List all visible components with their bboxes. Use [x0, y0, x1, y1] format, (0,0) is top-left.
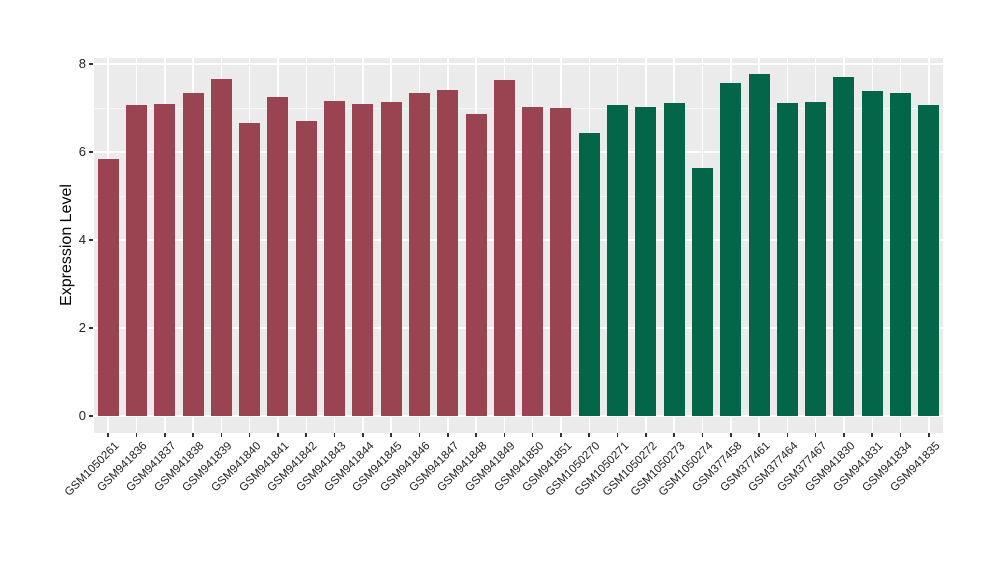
x-axis-tick-mark [163, 433, 166, 437]
bar-GSM941837 [154, 103, 176, 416]
x-axis-tick-mark [843, 433, 845, 437]
minor-gridline [94, 371, 943, 373]
bar-GSM941845 [380, 102, 402, 416]
x-axis-tick-mark [814, 433, 817, 437]
y-tick-label: 2 [78, 320, 86, 335]
x-axis-tick-mark [135, 433, 138, 437]
y-tick-label: 0 [78, 408, 86, 423]
bar-GSM941836 [125, 104, 147, 416]
x-axis-tick-mark [220, 433, 223, 437]
x-axis-tick-mark [390, 433, 392, 437]
bar-GSM941834 [890, 93, 912, 416]
x-axis-tick-mark [305, 433, 308, 437]
bar-GSM941850 [522, 107, 544, 416]
bar-GSM941844 [352, 103, 374, 416]
bar-GSM1050261 [97, 158, 119, 416]
bar-GSM941847 [437, 90, 459, 416]
bar-GSM941840 [239, 123, 261, 416]
y-axis-tick-mark [89, 415, 93, 417]
y-tick-label: 4 [78, 232, 86, 247]
bar-GSM941830 [833, 77, 855, 416]
x-axis-tick-mark [645, 433, 647, 437]
minor-gridline [94, 283, 943, 285]
x-axis-tick-mark [531, 433, 534, 437]
bar-GSM941842 [295, 121, 317, 416]
x-axis-tick-mark [192, 433, 194, 437]
major-gridline [94, 415, 943, 417]
bar-GSM941838 [182, 93, 204, 416]
minor-gridline [94, 195, 943, 197]
x-axis-tick-mark [786, 433, 789, 437]
bar-GSM941846 [408, 93, 430, 416]
x-axis-tick-mark [871, 433, 874, 437]
x-axis-tick-mark [503, 433, 506, 437]
x-axis-tick-mark [616, 433, 619, 437]
x-axis-tick-mark [418, 433, 421, 437]
y-axis-tick-mark [89, 63, 93, 65]
bar-GSM1050274 [691, 167, 713, 416]
minor-gridline [94, 107, 943, 109]
major-gridline [94, 151, 943, 153]
bar-GSM941843 [324, 101, 346, 416]
bar-GSM1050273 [663, 103, 685, 416]
x-axis-tick-mark [446, 433, 449, 437]
x-axis-tick-mark [248, 433, 251, 437]
bar-GSM941831 [861, 91, 883, 416]
bar-GSM377467 [805, 102, 827, 416]
x-axis-tick-mark [729, 433, 732, 437]
bar-GSM1050270 [578, 132, 600, 416]
x-axis-tick-mark [333, 433, 336, 437]
plot-panel [94, 58, 943, 433]
bar-GSM941849 [493, 80, 515, 416]
y-axis-tick-mark [89, 151, 93, 153]
x-axis-tick-mark [277, 433, 279, 437]
x-axis-tick-mark [928, 433, 930, 437]
x-axis-tick-mark [560, 433, 562, 437]
bar-GSM377458 [720, 82, 742, 416]
bar-GSM941841 [267, 97, 289, 416]
major-gridline [94, 327, 943, 329]
bar-GSM941851 [550, 108, 572, 416]
bar-GSM377464 [776, 103, 798, 416]
major-gridline [94, 239, 943, 241]
y-tick-label: 6 [78, 144, 86, 159]
x-axis-tick-mark [107, 433, 109, 437]
bar-GSM941839 [210, 79, 232, 416]
x-axis-tick-mark [362, 433, 364, 437]
y-tick-label: 8 [78, 56, 86, 71]
bar-GSM1050272 [635, 106, 657, 416]
x-axis-tick-mark [475, 433, 477, 437]
y-axis-tick-mark [89, 327, 93, 329]
bar-GSM941848 [465, 114, 487, 416]
bar-GSM1050271 [607, 105, 629, 416]
x-axis-tick-mark [701, 433, 704, 437]
bar-GSM941835 [918, 105, 940, 416]
y-axis-tick-mark [89, 239, 93, 241]
major-gridline [94, 63, 943, 65]
bar-GSM377461 [748, 74, 770, 416]
x-axis-tick-mark [758, 433, 760, 437]
x-axis-tick-mark [899, 433, 902, 437]
x-axis-tick-mark [673, 433, 675, 437]
x-axis-tick-mark [588, 433, 591, 437]
